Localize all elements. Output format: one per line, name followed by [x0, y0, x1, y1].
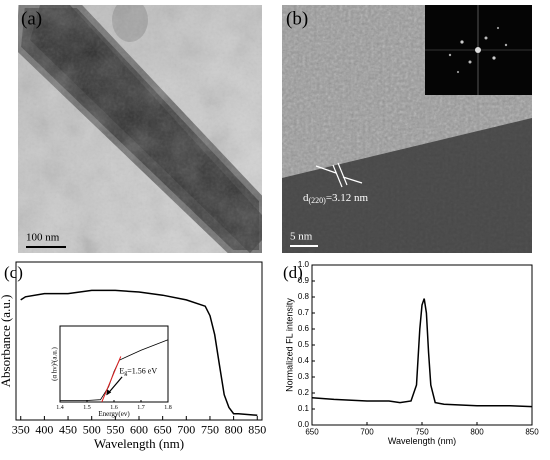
- annotation-rest: =1.56 eV: [127, 366, 157, 375]
- x-tick-label: 1.6: [110, 405, 118, 411]
- x-tick-label: 850: [248, 423, 266, 437]
- x-tick-label: 1.8: [164, 405, 172, 411]
- y-tick-label: 1.0: [298, 260, 310, 269]
- x-tick-label: 700: [177, 423, 195, 437]
- x-tick-label: 400: [35, 423, 53, 437]
- y-tick-label: 0.9: [298, 276, 310, 285]
- y-tick-label: 0.4: [298, 356, 310, 365]
- x-tick-label: 600: [130, 423, 148, 437]
- scale-bar-label: 100 nm: [26, 232, 60, 244]
- data-line: [20, 289, 258, 417]
- data-line: [311, 298, 533, 408]
- y-axis-label: (α hν)²(a.u.): [51, 347, 59, 381]
- fit-line: [101, 356, 122, 403]
- panel-label: (a): [21, 8, 42, 29]
- x-tick-label: 1.4: [56, 405, 64, 411]
- x-axis-label: Wavelength (nm): [388, 436, 456, 446]
- x-tick-label: 1.7: [137, 405, 145, 411]
- x-tick-label: 700: [360, 427, 374, 436]
- tem-image-a: [18, 5, 262, 253]
- x-tick-label: 800: [470, 427, 484, 436]
- y-tick-label: 0.2: [298, 388, 310, 397]
- x-tick-label: 350: [12, 423, 30, 437]
- annotation-text: d: [303, 192, 309, 204]
- panel-label: (b): [286, 8, 308, 29]
- lattice-annotation: d(220)=3.12 nm: [303, 192, 369, 205]
- x-tick-label: 500: [83, 423, 101, 437]
- x-tick-label: 1.5: [83, 405, 91, 411]
- y-tick-label: 0.7: [298, 308, 310, 317]
- y-tick-label: 0.8: [298, 292, 310, 301]
- tem-image-b: [282, 5, 532, 253]
- lattice-marker: [315, 162, 363, 188]
- chart: 1.4 1.5 1.6 1.7 1.8 Energy(ev) (α hν)²(a.u.) Eg…: [51, 325, 172, 418]
- x-tick-label: 650: [305, 427, 319, 436]
- annotation: Eg=1.56 eV: [119, 366, 157, 377]
- y-axis-label: Absorbance (a.u.): [0, 295, 13, 388]
- y-tick-label: 0.6: [298, 324, 310, 333]
- annotation-subscript: g: [124, 371, 127, 377]
- x-tick-label: 650: [154, 423, 172, 437]
- y-tick-label: 0.1: [298, 404, 310, 413]
- plot-frame: [311, 264, 533, 426]
- scale-bar-label: 5 nm: [290, 231, 313, 243]
- x-tick-label: 750: [201, 423, 219, 437]
- annotation-text: E: [119, 366, 124, 375]
- x-axis-label: Wavelength (nm): [94, 436, 184, 451]
- annotation-rest: =3.12 nm: [326, 192, 369, 204]
- x-tick-label: 850: [525, 427, 539, 436]
- annotation-subscript: (220): [309, 196, 327, 205]
- x-tick-label: 450: [59, 423, 77, 437]
- chart: 650 700 750 800 850 0.0 0.1 0.2 0.3 0.4 0.5 0.6 0.7 0…: [284, 260, 539, 446]
- y-tick-label: 0.0: [298, 420, 310, 429]
- plot-frame: [59, 325, 169, 403]
- x-tick-label: 750: [415, 427, 429, 436]
- x-axis-label: Energy(ev): [98, 410, 130, 418]
- y-tick-label: 0.3: [298, 372, 310, 381]
- panel-label: (c): [4, 263, 23, 282]
- panel-label: (d): [283, 263, 303, 282]
- y-tick-label: 0.5: [298, 340, 310, 349]
- arrow-head: [106, 389, 112, 396]
- x-tick-label: 550: [106, 423, 124, 437]
- x-tick-label: 800: [225, 423, 243, 437]
- y-axis-label: Normalized FL intensity: [284, 298, 294, 392]
